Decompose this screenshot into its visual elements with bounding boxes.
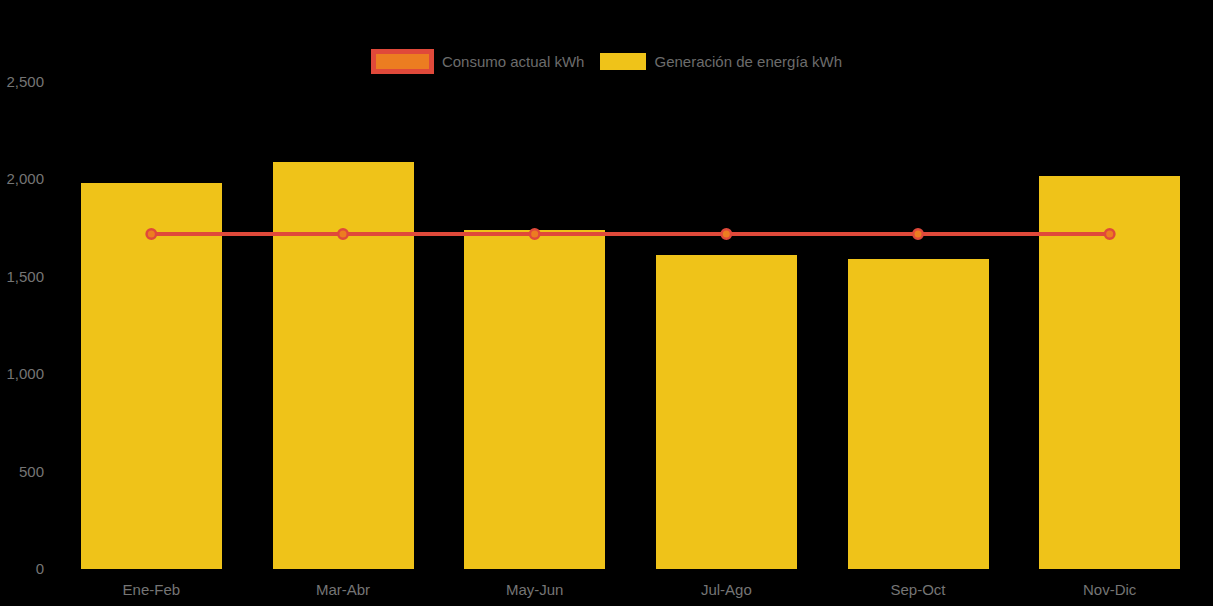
point-marker-ene-feb[interactable] (147, 229, 157, 239)
line-series-consumo (0, 0, 1213, 606)
point-marker-nov-dic[interactable] (1105, 229, 1115, 239)
chart-canvas: Consumo actual kWh Generación de energía… (0, 0, 1213, 606)
point-marker-mar-abr[interactable] (338, 229, 348, 239)
point-marker-sep-oct[interactable] (913, 229, 923, 239)
point-marker-may-jun[interactable] (530, 229, 540, 239)
point-marker-jul-ago[interactable] (722, 229, 732, 239)
